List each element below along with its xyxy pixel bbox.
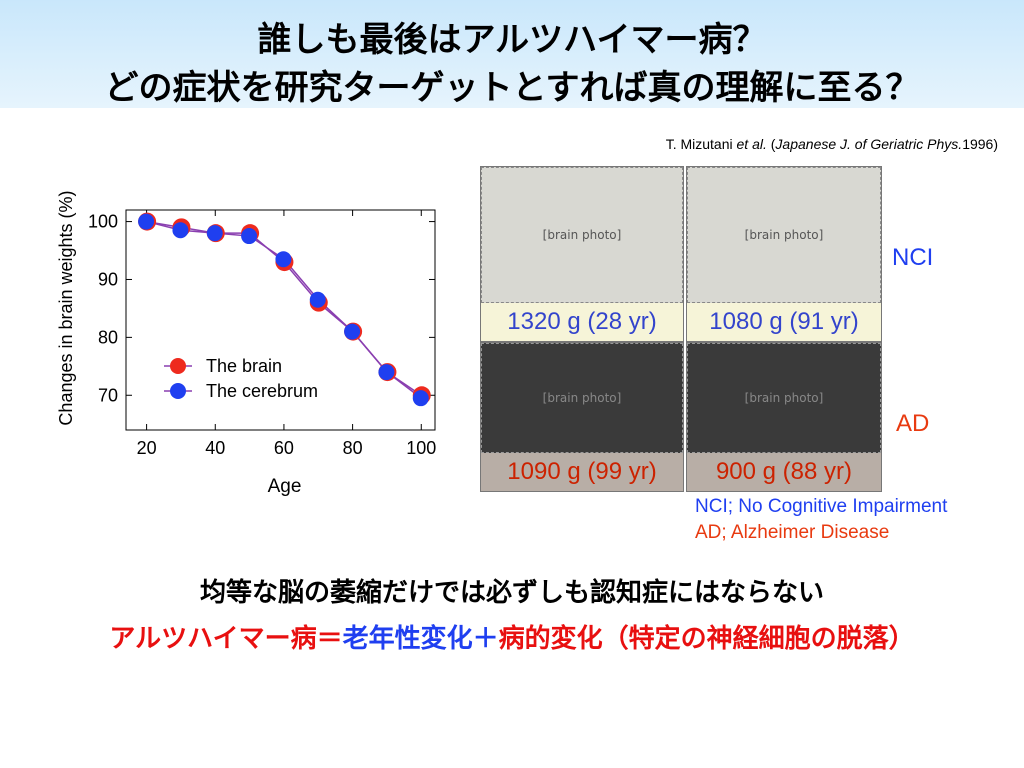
brain-photo-placeholder: [brain photo] xyxy=(481,343,683,453)
legend-marker xyxy=(170,383,186,399)
title-band xyxy=(0,0,1024,108)
citation-journal: Japanese J. of Geriatric Phys. xyxy=(775,136,963,152)
nci-definition: NCI; No Cognitive Impairment xyxy=(695,496,948,517)
data-point-cerebrum xyxy=(206,225,223,242)
citation-year: 1996) xyxy=(962,136,998,152)
photo-caption-d: 900 g (88 yr) xyxy=(687,453,881,491)
summary-ad: アルツハイマー病＝ xyxy=(109,624,343,654)
y-tick-label: 80 xyxy=(98,327,118,347)
summary-pathology: 病的変化（特定の神経細胞の脱落） xyxy=(498,624,915,654)
photo-caption-a: 1320 g (28 yr) xyxy=(481,303,683,341)
data-point-cerebrum xyxy=(241,228,258,245)
legend-label: The brain xyxy=(206,356,282,376)
brain-photo-placeholder: [brain photo] xyxy=(687,343,881,453)
brain-photo-a: [brain photo] 1320 g (28 yr) xyxy=(480,166,684,342)
plot-frame xyxy=(125,209,436,431)
brain-photo-placeholder: [brain photo] xyxy=(687,167,881,303)
x-tick-label: 80 xyxy=(343,438,363,458)
summary-line-1: 均等な脳の萎縮だけでは必ずしも認知症にはならない xyxy=(199,578,824,608)
photo-caption-b: 1080 g (91 yr) xyxy=(687,303,881,341)
summary-plus: ＋ xyxy=(472,624,499,654)
nci-label: NCI xyxy=(892,244,934,271)
citation-author: T. Mizutani xyxy=(665,136,737,152)
legend-label: The cerebrum xyxy=(206,381,318,401)
y-tick-label: 70 xyxy=(98,385,118,405)
data-point-cerebrum xyxy=(309,291,326,308)
x-tick-label: 40 xyxy=(205,438,225,458)
data-point-cerebrum xyxy=(378,364,395,381)
summary-line-2: アルツハイマー病＝老年性変化＋病的変化（特定の神経細胞の脱落） xyxy=(0,618,1024,655)
summary-aging: 老年性変化 xyxy=(342,624,473,654)
legend-marker xyxy=(170,358,186,374)
data-point-cerebrum xyxy=(412,390,429,407)
brain-photo-c: [brain photo] 1090 g (99 yr) xyxy=(480,342,684,492)
x-tick-label: 20 xyxy=(137,438,157,458)
brain-photo-placeholder: [brain photo] xyxy=(481,167,683,303)
photo-caption-c: 1090 g (99 yr) xyxy=(481,453,683,491)
y-tick-label: 100 xyxy=(88,212,118,232)
y-axis-label: Changes in brain weights (%) xyxy=(56,190,76,425)
data-point-cerebrum xyxy=(275,251,292,268)
data-point-cerebrum xyxy=(344,323,361,340)
data-point-cerebrum xyxy=(172,222,189,239)
citation-open: ( xyxy=(766,136,776,152)
y-tick-label: 90 xyxy=(98,269,118,289)
title-line-2: どの症状を研究ターゲットとすれば真の理解に至る？ xyxy=(104,68,920,108)
x-tick-label: 60 xyxy=(274,438,294,458)
ad-label: AD xyxy=(896,410,930,437)
x-tick-label: 100 xyxy=(406,438,436,458)
citation-etal: et al. xyxy=(736,136,767,152)
citation: T. Mizutani et al. (Japanese J. of Geria… xyxy=(666,136,998,152)
brain-weight-chart: 20 40 60 80 100 70 80 90 100 Age Changes in brain … xyxy=(56,190,436,497)
x-axis-label: Age xyxy=(268,476,302,497)
ad-definition: AD; Alzheimer Disease xyxy=(695,522,890,543)
brain-photo-d: [brain photo] 900 g (88 yr) xyxy=(686,342,882,492)
title-line-1: 誰しも最後はアルツハイマー病？ xyxy=(257,20,767,60)
brain-photo-b: [brain photo] 1080 g (91 yr) xyxy=(686,166,882,342)
data-point-cerebrum xyxy=(138,213,155,230)
